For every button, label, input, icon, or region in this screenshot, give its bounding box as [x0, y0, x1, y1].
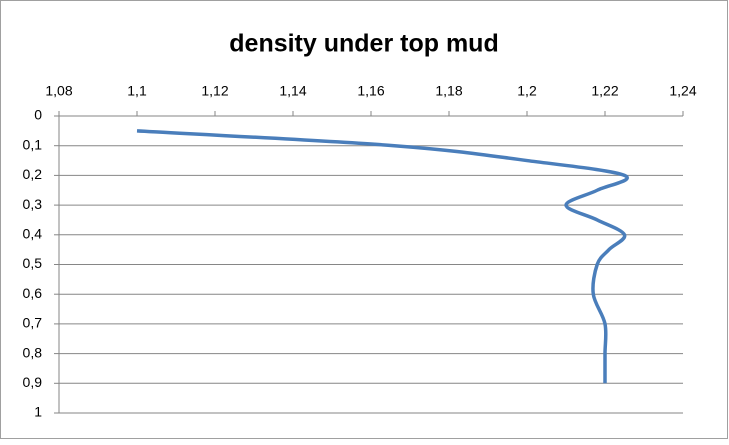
y-tick-label: 0,8 — [23, 344, 43, 360]
y-tick-label: 0,5 — [23, 255, 43, 271]
x-tick-label: 1,16 — [357, 83, 384, 99]
y-tick-label: 0,2 — [23, 166, 43, 182]
x-tick-label: 1,1 — [127, 83, 147, 99]
y-tick-label: 0,9 — [23, 374, 43, 390]
x-tick-label: 1,14 — [279, 83, 306, 99]
x-tick-label: 1,12 — [201, 83, 228, 99]
x-tick-label: 1,18 — [435, 83, 462, 99]
data-line — [136, 129, 629, 384]
x-tick-label: 1,22 — [591, 83, 618, 99]
y-tick-label: 0,7 — [23, 315, 43, 331]
chart-title: density under top mud — [229, 30, 498, 58]
y-tick-label: 0 — [34, 107, 42, 123]
y-tick-label: 0,4 — [23, 226, 43, 242]
x-tick-label: 1,2 — [517, 83, 537, 99]
x-tick-label: 1,24 — [669, 83, 696, 99]
y-tick-label: 1 — [34, 404, 42, 420]
y-tick-label: 0,3 — [23, 196, 43, 212]
x-tick-label: 1,08 — [45, 83, 72, 99]
y-tick-label: 0,1 — [23, 136, 43, 152]
y-tick-label: 0,6 — [23, 285, 43, 301]
